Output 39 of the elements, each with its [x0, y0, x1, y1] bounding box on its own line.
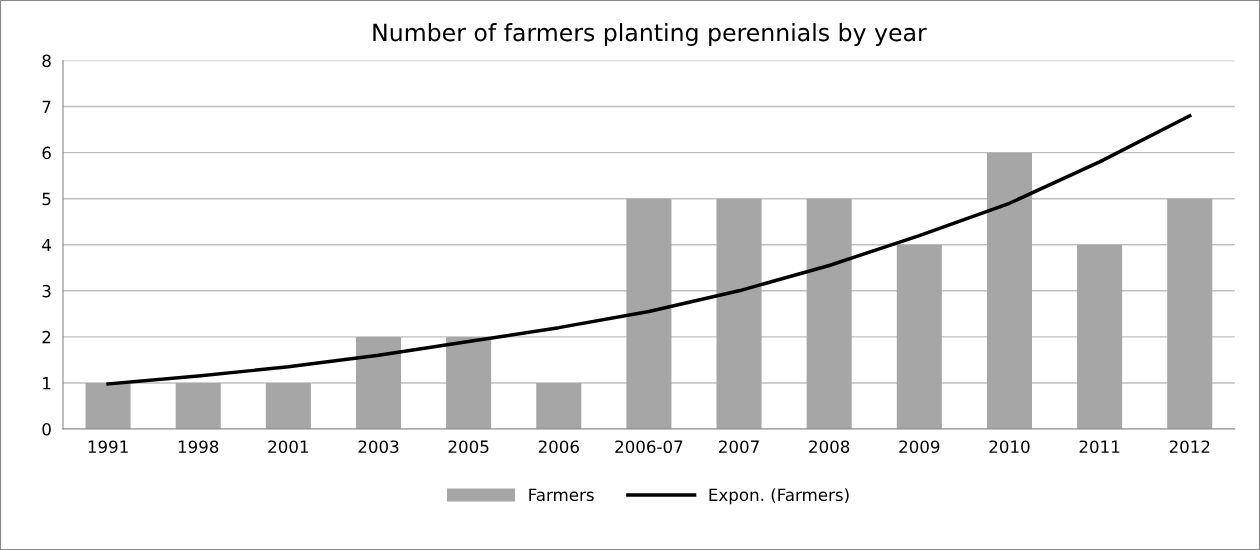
x-tick-label: 2005 [448, 440, 489, 454]
x-tick-label: 2008 [809, 440, 850, 454]
bar [806, 198, 852, 429]
bar [536, 382, 582, 429]
legend-label: Farmers [529, 488, 594, 502]
x-tick-label: 2009 [899, 440, 940, 454]
y-tick-label: 6 [42, 146, 51, 160]
y-tick-label: 1 [43, 377, 51, 390]
bar [1167, 198, 1213, 429]
x-tick-label: 2012 [1169, 440, 1210, 454]
y-tick-label: 7 [42, 100, 51, 113]
y-tick-label: 0 [42, 422, 51, 436]
x-tick-label: 2010 [989, 440, 1030, 454]
chart-title: Number of farmers planting perennials by year [373, 23, 927, 46]
bar [355, 336, 402, 429]
bar [716, 198, 762, 429]
x-tick-label: 1998 [178, 440, 219, 454]
x-tick-label: 1991 [88, 440, 128, 454]
x-tick-label: 2006 [538, 440, 579, 454]
bar [626, 198, 672, 429]
y-tick-label: 3 [42, 284, 51, 298]
x-tick-label: 2001 [268, 440, 309, 454]
y-tick-label: 8 [42, 54, 51, 68]
bar [265, 382, 311, 429]
x-tick-label: 2006-07 [615, 440, 683, 454]
x-tick-label: 2011 [1079, 440, 1120, 454]
legend-label: Expon. (Farmers) [709, 488, 849, 505]
y-tick-label: 5 [42, 192, 51, 206]
bar [986, 152, 1032, 429]
bar [896, 244, 942, 429]
bar [85, 382, 131, 429]
bar [1077, 244, 1123, 429]
x-tick-label: 2007 [719, 440, 759, 454]
y-tick-label: 4 [42, 238, 51, 252]
x-tick-label: 2003 [358, 440, 399, 454]
y-tick-label: 2 [42, 330, 51, 344]
bar [446, 336, 492, 429]
line-series [106, 114, 1192, 386]
bar [175, 382, 221, 429]
